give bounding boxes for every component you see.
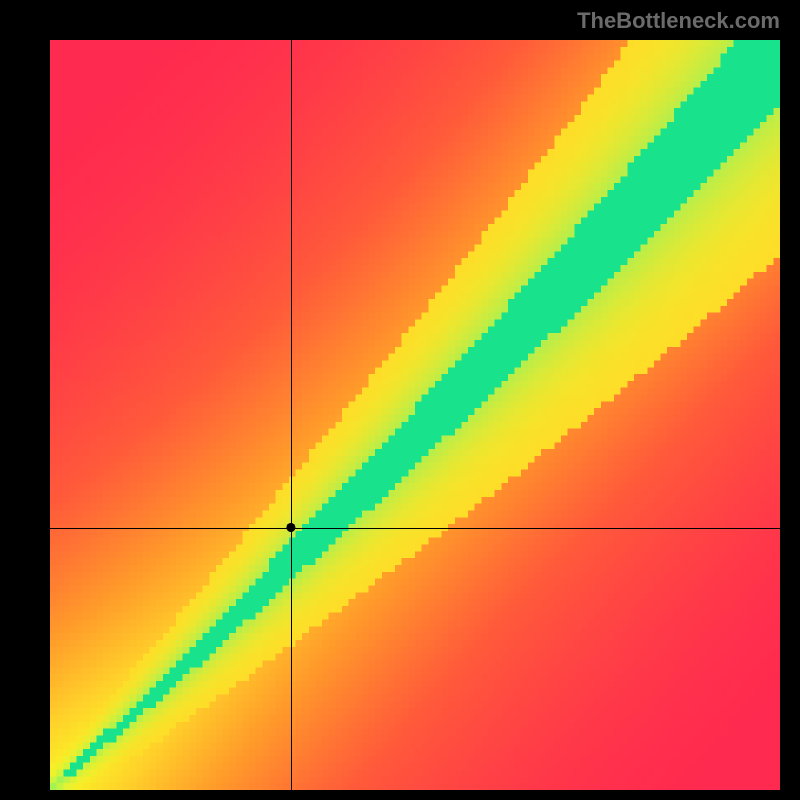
crosshair-overlay: [0, 0, 800, 800]
page-container: { "watermark": { "text": "TheBottleneck.…: [0, 0, 800, 800]
watermark-text: TheBottleneck.com: [577, 8, 780, 34]
